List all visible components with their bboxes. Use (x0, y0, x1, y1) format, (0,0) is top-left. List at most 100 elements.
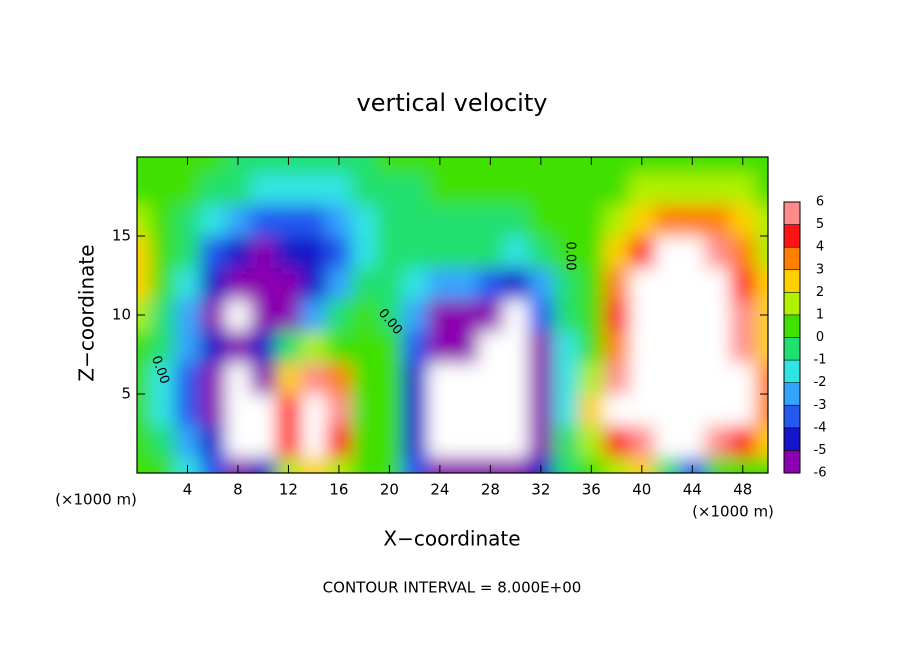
x-tick-label: 12 (279, 481, 298, 499)
field-cell (603, 157, 630, 174)
field-cell (137, 236, 151, 269)
field-cell (755, 394, 768, 427)
field-cell (225, 394, 252, 427)
colorbar-band (784, 337, 800, 361)
colorbar-label: -6 (814, 466, 827, 481)
field-cell (376, 172, 403, 205)
field-cell (629, 204, 655, 237)
field-cell (376, 267, 403, 300)
field-cell (629, 299, 655, 332)
field-cell (149, 236, 176, 269)
field-cell (137, 267, 151, 300)
field-cell (477, 425, 504, 458)
field-cell (326, 236, 353, 269)
x-tick-label: 32 (531, 481, 550, 499)
field-cell (502, 299, 529, 332)
field-cell (654, 236, 681, 269)
field-cell (528, 362, 554, 395)
field-cell (730, 394, 756, 427)
field-cell (351, 204, 378, 237)
field-cell (477, 394, 504, 427)
field-cell (528, 157, 554, 174)
field-cell (200, 362, 226, 395)
colorbar-label: -3 (814, 398, 827, 413)
field-cell (427, 299, 453, 332)
field-cell (578, 394, 605, 427)
field-cell (629, 172, 655, 205)
field-cell (553, 172, 580, 205)
field-cell (137, 204, 151, 237)
field-cell (603, 457, 630, 473)
field-cell (704, 299, 731, 332)
colorbar-label: -4 (814, 420, 827, 435)
field-cell (553, 457, 580, 473)
field-cell (402, 330, 428, 363)
field-cell (477, 330, 504, 363)
field-cell (704, 457, 731, 473)
field-cell (149, 394, 176, 427)
field-cell (275, 236, 302, 269)
x-tick-label: 16 (329, 481, 348, 499)
colorbar-band (784, 202, 800, 225)
field-cell (528, 425, 554, 458)
field-cell (351, 157, 378, 174)
field-cell (301, 204, 327, 237)
field-cell (351, 330, 378, 363)
field-cell (755, 204, 768, 237)
field-cell (679, 362, 706, 395)
field-cell (704, 330, 731, 363)
field-cell (200, 157, 226, 174)
colorbar-label: 6 (816, 195, 824, 210)
field-cell (704, 362, 731, 395)
field-cell (275, 299, 302, 332)
field-cell (553, 267, 580, 300)
field-cell (275, 330, 302, 363)
field-cell (629, 362, 655, 395)
field-cell (553, 330, 580, 363)
y-tick-label: 10 (112, 306, 131, 324)
field-cell (200, 267, 226, 300)
field-cell (137, 157, 151, 174)
field-cell (275, 267, 302, 300)
field-cell (629, 394, 655, 427)
field-cell (376, 236, 403, 269)
field-cell (174, 157, 201, 174)
field-cell (629, 267, 655, 300)
field-cell (351, 267, 378, 300)
field-cell (477, 362, 504, 395)
field-cell (679, 157, 706, 174)
field-cell (603, 362, 630, 395)
colorbar-label: -2 (814, 375, 827, 390)
field-cell (502, 362, 529, 395)
field-cell (137, 172, 151, 205)
field-cell (149, 330, 176, 363)
field-cell (376, 330, 403, 363)
field-cell (502, 204, 529, 237)
field-cell (402, 394, 428, 427)
field (137, 157, 768, 473)
field-cell (452, 299, 479, 332)
field-cell (427, 394, 453, 427)
field-cell (452, 457, 479, 473)
field-cell (553, 362, 580, 395)
x-tick-label: 40 (632, 481, 651, 499)
field-cell (755, 330, 768, 363)
field-cell (174, 236, 201, 269)
field-cell (679, 172, 706, 205)
field-cell (402, 204, 428, 237)
field-cell (502, 172, 529, 205)
field-cell (603, 204, 630, 237)
field-cell (452, 236, 479, 269)
field-cell (402, 299, 428, 332)
field-cell (149, 157, 176, 174)
field-cell (654, 457, 681, 473)
field-cell (578, 172, 605, 205)
field-cell (351, 362, 378, 395)
field-cell (603, 267, 630, 300)
y-tick-label: 15 (112, 227, 131, 245)
field-cell (301, 425, 327, 458)
field-cell (528, 204, 554, 237)
field-cell (326, 172, 353, 205)
field-cell (553, 236, 580, 269)
field-cell (629, 157, 655, 174)
